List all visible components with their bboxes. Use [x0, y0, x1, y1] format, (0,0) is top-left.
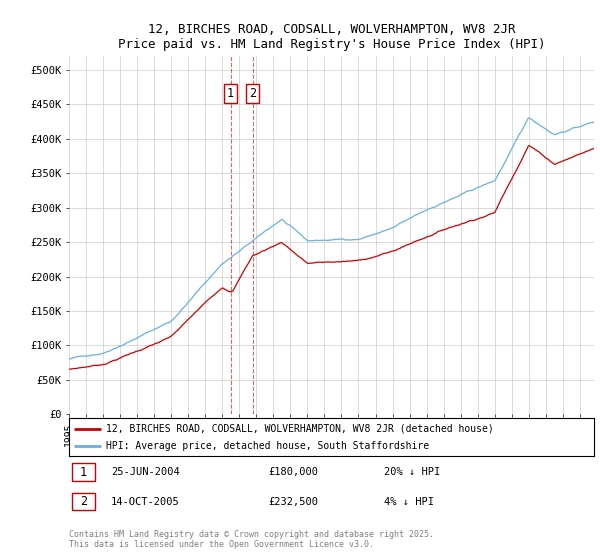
- Text: 20% ↓ HPI: 20% ↓ HPI: [384, 467, 440, 477]
- Text: £180,000: £180,000: [269, 467, 319, 477]
- Text: 14-OCT-2005: 14-OCT-2005: [111, 497, 180, 507]
- Text: 4% ↓ HPI: 4% ↓ HPI: [384, 497, 434, 507]
- Text: 2: 2: [249, 87, 256, 100]
- FancyBboxPatch shape: [71, 493, 95, 510]
- Text: 12, BIRCHES ROAD, CODSALL, WOLVERHAMPTON, WV8 2JR (detached house): 12, BIRCHES ROAD, CODSALL, WOLVERHAMPTON…: [106, 424, 493, 434]
- Text: 2: 2: [80, 495, 87, 508]
- Text: HPI: Average price, detached house, South Staffordshire: HPI: Average price, detached house, Sout…: [106, 441, 429, 451]
- Text: 1: 1: [227, 87, 234, 100]
- Title: 12, BIRCHES ROAD, CODSALL, WOLVERHAMPTON, WV8 2JR
Price paid vs. HM Land Registr: 12, BIRCHES ROAD, CODSALL, WOLVERHAMPTON…: [118, 22, 545, 50]
- Text: 25-JUN-2004: 25-JUN-2004: [111, 467, 180, 477]
- Text: £232,500: £232,500: [269, 497, 319, 507]
- FancyBboxPatch shape: [71, 463, 95, 481]
- Text: 1: 1: [80, 465, 87, 479]
- Text: Contains HM Land Registry data © Crown copyright and database right 2025.
This d: Contains HM Land Registry data © Crown c…: [69, 530, 434, 549]
